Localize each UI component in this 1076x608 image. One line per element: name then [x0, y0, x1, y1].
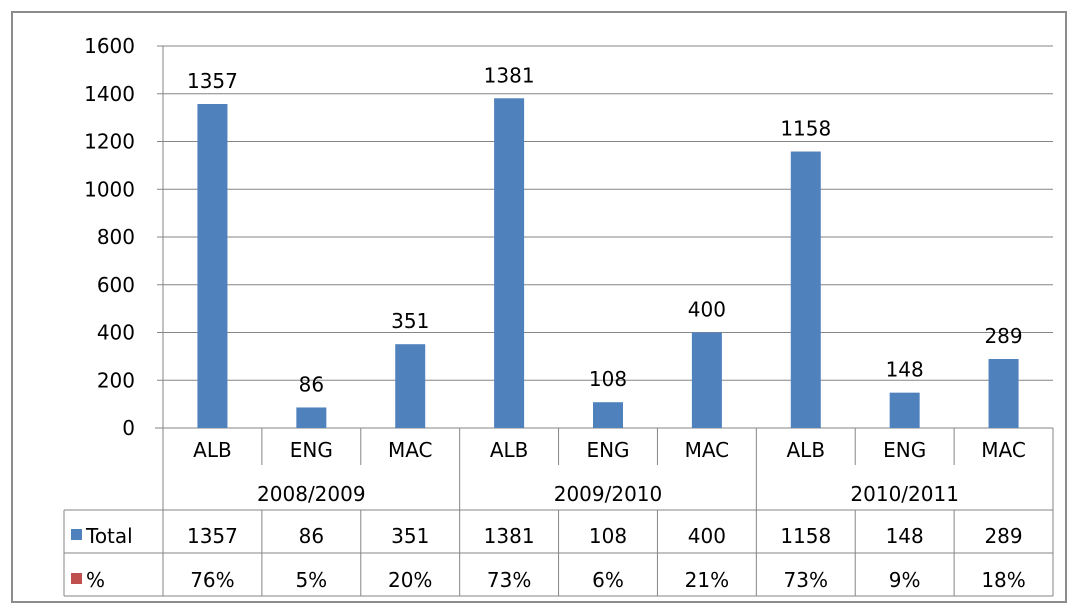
- table-cell-percent: 6%: [592, 568, 624, 592]
- data-label: 1357: [187, 69, 238, 93]
- y-tick-label: 800: [97, 225, 135, 249]
- table-cell-total: 108: [589, 524, 627, 548]
- table-cell-total: 86: [299, 524, 324, 548]
- y-tick-label: 1200: [84, 130, 135, 154]
- table-cell-percent: 20%: [388, 568, 432, 592]
- data-label: 108: [589, 367, 627, 391]
- legend-key: [71, 529, 82, 540]
- bar: [593, 402, 623, 428]
- table-cell-percent: 73%: [784, 568, 828, 592]
- data-label: 351: [391, 309, 429, 333]
- bar: [494, 98, 525, 428]
- y-tick-label: 1000: [84, 177, 135, 201]
- data-label: 1158: [780, 117, 831, 141]
- table-cell-percent: 21%: [685, 568, 729, 592]
- y-tick-label: 0: [122, 416, 135, 440]
- x-category-label: MAC: [685, 438, 730, 462]
- table-cell-percent: 76%: [190, 568, 234, 592]
- data-label: 289: [984, 324, 1022, 348]
- y-tick-label: 1600: [84, 34, 135, 58]
- table-cell-total: 400: [688, 524, 726, 548]
- bar: [691, 332, 722, 428]
- x-group-label: 2009/2010: [554, 482, 663, 506]
- data-label: 400: [688, 298, 726, 322]
- bar: [395, 344, 426, 428]
- x-category-label: MAC: [388, 438, 433, 462]
- x-group-label: 2008/2009: [257, 482, 366, 506]
- table-cell-percent: 73%: [487, 568, 531, 592]
- y-tick-label: 600: [97, 273, 135, 297]
- x-category-label: ALB: [193, 438, 232, 462]
- bar: [889, 392, 920, 428]
- legend-label: %: [86, 568, 105, 592]
- data-label: 86: [299, 372, 324, 396]
- x-category-label: ENG: [883, 438, 926, 462]
- y-tick-label: 200: [97, 368, 135, 392]
- legend-label: Total: [85, 524, 133, 548]
- table-cell-percent: 5%: [295, 568, 327, 592]
- x-category-label: ENG: [290, 438, 333, 462]
- bar: [988, 359, 1019, 428]
- chart-frame: [11, 11, 1067, 603]
- table-cell-total: 289: [984, 524, 1022, 548]
- table-cell-total: 1357: [187, 524, 238, 548]
- x-category-label: ALB: [490, 438, 529, 462]
- table-cell-percent: 9%: [889, 568, 921, 592]
- x-category-label: MAC: [981, 438, 1026, 462]
- data-label: 148: [886, 358, 924, 382]
- bar: [197, 104, 228, 429]
- bar: [790, 151, 821, 428]
- table-cell-total: 1381: [484, 524, 535, 548]
- legend-key: [71, 573, 82, 584]
- table-cell-percent: 18%: [981, 568, 1025, 592]
- x-category-label: ENG: [586, 438, 629, 462]
- table-cell-total: 351: [391, 524, 429, 548]
- table-cell-total: 1158: [780, 524, 831, 548]
- data-label: 1381: [484, 63, 535, 87]
- y-tick-label: 1400: [84, 82, 135, 106]
- y-tick-label: 400: [97, 321, 135, 345]
- x-group-label: 2010/2011: [850, 482, 959, 506]
- table-cell-total: 148: [886, 524, 924, 548]
- x-category-label: ALB: [787, 438, 826, 462]
- bar: [296, 407, 327, 428]
